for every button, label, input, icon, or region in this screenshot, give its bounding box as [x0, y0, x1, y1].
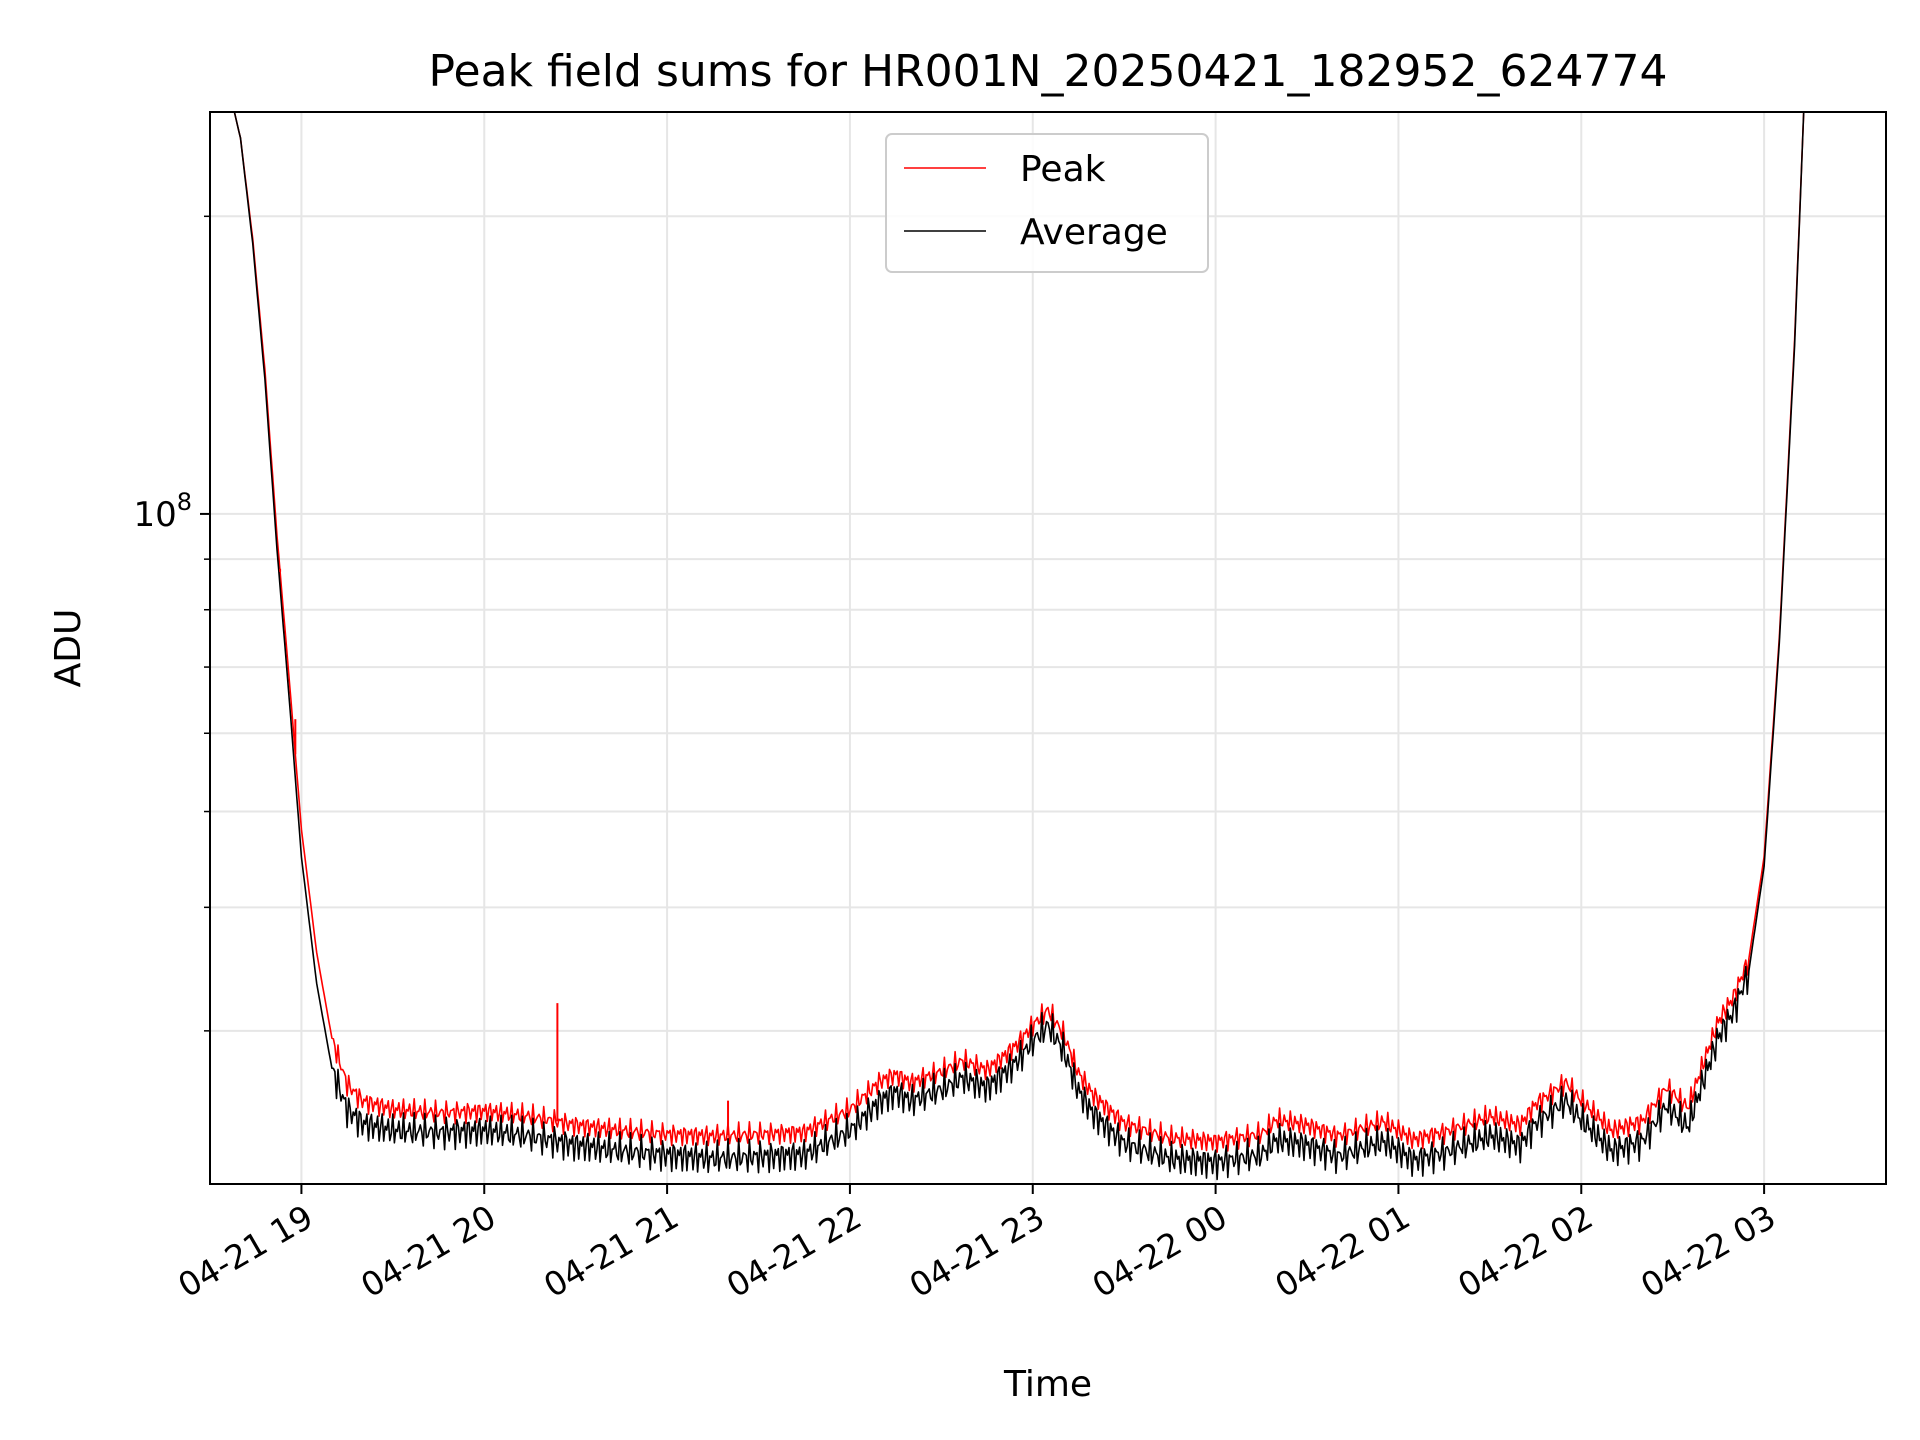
y-ticks: 108: [133, 215, 210, 1032]
series-layer: [233, 112, 1805, 1181]
chart-title: Peak field sums for HR001N_20250421_1829…: [429, 46, 1668, 97]
y-tick-label: 108: [133, 488, 192, 535]
x-tick-label: 04-22 02: [1451, 1197, 1599, 1305]
x-tick-label: 04-21 22: [720, 1197, 868, 1305]
x-tick-label: 04-22 03: [1634, 1197, 1782, 1305]
series-line-average: [233, 112, 1805, 1181]
x-ticks: 04-21 19 04-21 20 04-21 21 04-21 22 04-21 23…: [171, 1184, 1782, 1305]
series-group: [233, 112, 1805, 1181]
legend: Peak Average: [885, 133, 1209, 273]
series-line-peak: [233, 112, 1805, 1153]
x-tick-label: 04-21 21: [537, 1197, 685, 1305]
legend-peak-label: Peak: [1020, 149, 1106, 190]
x-tick-label: 04-21 19: [171, 1197, 319, 1305]
x-tick-label: 04-22 01: [1268, 1197, 1416, 1305]
y-axis-label: ADU: [48, 609, 89, 688]
x-axis-label: Time: [1003, 1364, 1092, 1405]
legend-average-label: Average: [1020, 212, 1168, 253]
x-tick-label: 04-22 00: [1086, 1197, 1234, 1305]
plot-frame: [209, 111, 1887, 1185]
x-tick-label: 04-21 23: [903, 1197, 1051, 1305]
x-tick-label: 04-21 20: [354, 1197, 502, 1305]
